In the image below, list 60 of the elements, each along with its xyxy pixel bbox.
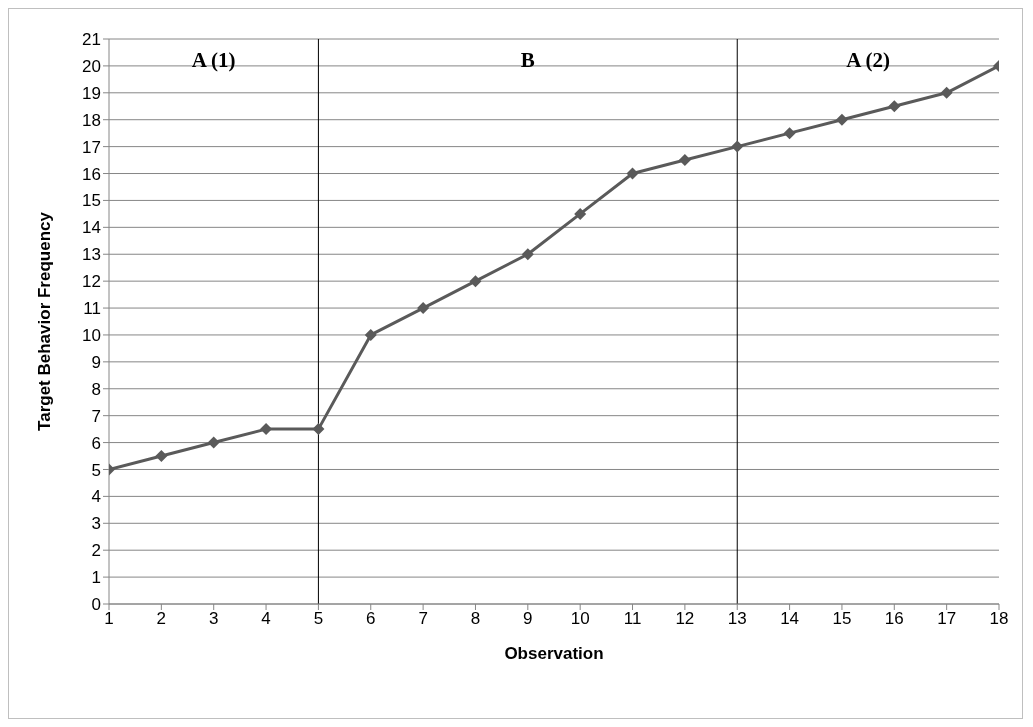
x-tick-label: 17 bbox=[937, 609, 957, 629]
y-tick-label: 6 bbox=[91, 433, 101, 453]
x-tick-label: 3 bbox=[208, 609, 219, 629]
x-tick-label: 14 bbox=[780, 609, 800, 629]
x-tick-label: 13 bbox=[727, 609, 747, 629]
y-tick-label: 4 bbox=[91, 487, 101, 507]
y-tick-label: 1 bbox=[91, 568, 101, 588]
x-tick-label: 4 bbox=[261, 609, 271, 629]
y-tick-label: 7 bbox=[91, 406, 101, 426]
y-tick-label: 17 bbox=[82, 137, 101, 157]
point bbox=[417, 302, 430, 315]
point bbox=[888, 100, 901, 113]
x-tick-label: 11 bbox=[623, 609, 642, 629]
y-tick-label: 14 bbox=[82, 218, 101, 238]
point bbox=[155, 450, 168, 463]
y-tick-label: 0 bbox=[91, 595, 101, 615]
point bbox=[835, 113, 848, 126]
point bbox=[312, 423, 325, 436]
x-axis-title: Observation bbox=[504, 644, 604, 663]
point bbox=[783, 127, 796, 140]
y-tick-label: 13 bbox=[82, 245, 101, 265]
x-tick-label: 12 bbox=[675, 609, 695, 629]
y-tick-label: 15 bbox=[82, 191, 101, 211]
annotation: A (2) bbox=[846, 48, 890, 72]
x-tick-label: 7 bbox=[418, 609, 428, 629]
x-tick-label: 9 bbox=[523, 609, 533, 629]
y-tick-label: 3 bbox=[91, 514, 101, 534]
x-tick-label: 1 bbox=[104, 609, 114, 629]
y-tick-label: 12 bbox=[82, 272, 101, 292]
point bbox=[364, 328, 377, 341]
point bbox=[469, 275, 482, 288]
y-tick-label: 16 bbox=[82, 164, 101, 184]
x-tick-label: 15 bbox=[832, 609, 852, 629]
y-tick-label: 5 bbox=[91, 460, 101, 480]
y-axis-title: Target Behavior Frequency bbox=[35, 211, 55, 431]
point bbox=[626, 167, 639, 180]
point bbox=[521, 248, 534, 261]
x-tick-label: 10 bbox=[570, 609, 590, 629]
y-tick-label: 9 bbox=[91, 352, 101, 372]
annotation: B bbox=[520, 48, 535, 72]
y-tick-label: 2 bbox=[91, 541, 101, 561]
point bbox=[940, 86, 953, 99]
point bbox=[731, 140, 744, 153]
point bbox=[207, 436, 220, 449]
point bbox=[678, 154, 691, 167]
x-tick-label: 18 bbox=[989, 609, 1009, 629]
annotation: A (1) bbox=[191, 48, 236, 72]
x-tick-label: 2 bbox=[156, 609, 167, 629]
x-tick-label: 5 bbox=[313, 609, 324, 629]
x-tick-label: 8 bbox=[470, 609, 481, 629]
x-tick-label: 6 bbox=[366, 609, 376, 629]
y-tick-label: 10 bbox=[82, 325, 101, 345]
point bbox=[574, 207, 587, 220]
y-tick-label: 19 bbox=[82, 83, 101, 103]
y-tick-label: 20 bbox=[82, 56, 101, 76]
y-tick-label: 21 bbox=[82, 30, 101, 50]
x-tick-label: 16 bbox=[884, 609, 904, 629]
y-tick-label: 8 bbox=[91, 379, 101, 399]
y-tick-label: 11 bbox=[83, 299, 101, 319]
y-tick-label: 18 bbox=[82, 110, 101, 130]
